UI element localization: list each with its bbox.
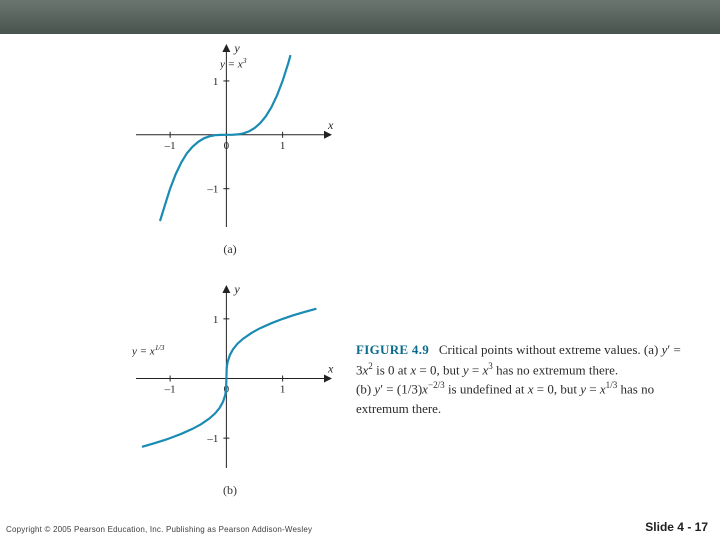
svg-text:1: 1	[280, 140, 286, 152]
caption-a-mid2: , but	[437, 362, 463, 377]
svg-text:y: y	[233, 41, 240, 55]
content-area: –101–11xyy = x3 (a) –101–11xyy = x1/3 (b…	[120, 40, 340, 498]
header-bar	[0, 0, 720, 34]
caption-a-pre: (a)	[644, 342, 662, 357]
svg-text:–1: –1	[164, 140, 176, 152]
copyright-footer: Copyright © 2005 Pearson Education, Inc.…	[6, 525, 312, 534]
svg-text:1: 1	[213, 76, 219, 88]
plot-a: –101–11xyy = x3 (a)	[120, 40, 340, 257]
svg-text:x: x	[327, 118, 334, 132]
slide-number: Slide 4 - 17	[645, 520, 708, 534]
caption-a-mid1: is 0 at	[373, 362, 411, 377]
svg-text:1: 1	[213, 314, 219, 326]
caption-b-mid1: is undefined at	[445, 382, 528, 397]
caption-b-mid2: , but	[554, 382, 580, 397]
svg-text:x: x	[327, 362, 334, 376]
subfig-label-b: (b)	[120, 483, 340, 498]
caption-b-pre: (b)	[356, 382, 374, 397]
plots-column: –101–11xyy = x3 (a) –101–11xyy = x1/3 (b…	[120, 40, 340, 498]
svg-text:–1: –1	[164, 384, 176, 396]
plot-b-svg: –101–11xyy = x1/3	[120, 281, 340, 476]
caption-intro: Critical points without extreme values.	[439, 342, 641, 357]
svg-text:1: 1	[280, 384, 286, 396]
figure-label: FIGURE 4.9	[356, 342, 429, 357]
plot-b: –101–11xyy = x1/3 (b)	[120, 281, 340, 498]
svg-text:–1: –1	[206, 184, 218, 196]
svg-text:0: 0	[224, 140, 230, 152]
svg-text:y: y	[233, 282, 240, 296]
svg-text:–1: –1	[206, 433, 218, 445]
caption-a-tail: has no extremum there.	[493, 362, 618, 377]
figure-caption: FIGURE 4.9 Critical points without extre…	[356, 340, 696, 419]
subfig-label-a: (a)	[120, 242, 340, 257]
plot-a-svg: –101–11xyy = x3	[120, 40, 340, 235]
